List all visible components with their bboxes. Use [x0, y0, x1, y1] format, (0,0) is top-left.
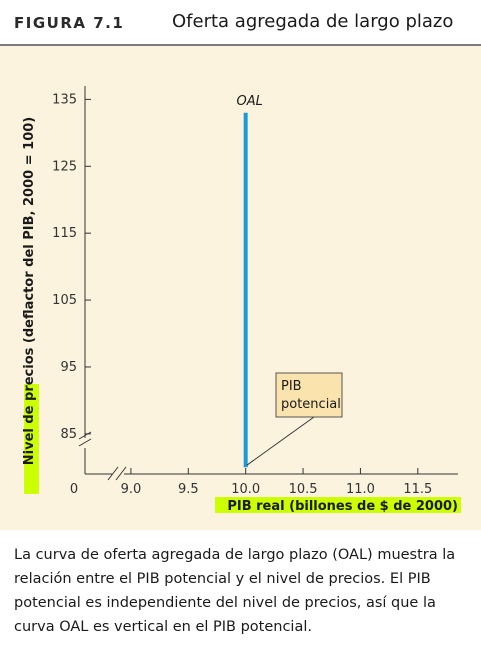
x-tick-label: 11.0 [346, 482, 375, 497]
y-axis-highlight [24, 384, 39, 494]
x-axis-highlight [215, 497, 461, 513]
caption-line-1: La curva de oferta agregada de largo pla… [14, 547, 456, 563]
oal-series-label: OAL [236, 94, 262, 109]
y-axis-break [78, 431, 92, 448]
y-axis-title-group: Nivel de precios (deflactor del PIB, 200… [22, 117, 39, 494]
callout-leader [246, 416, 315, 466]
x-tick-label: 9.5 [178, 482, 199, 497]
x-axis-title: PIB real (billones de $ de 2000) [227, 499, 458, 514]
y-tick-label: 135 [52, 92, 77, 107]
chart: Nivel de precios (deflactor del PIB, 200… [22, 86, 461, 514]
y-tick-label: 105 [52, 293, 77, 308]
figure-label: FIGURA 7.1 [14, 14, 125, 32]
callout-text: potencial [281, 397, 341, 412]
caption-line-4: curva OAL es vertical en el PIB potencia… [14, 619, 312, 635]
figure-title: Oferta agregada de largo plazo [172, 11, 454, 32]
y-tick-label: 125 [52, 159, 77, 174]
callout-text: PIB [281, 379, 302, 394]
figure-caption: La curva de oferta agregada de largo pla… [14, 543, 472, 639]
caption-line-3: potencial es independiente del nivel de … [14, 595, 436, 611]
x-tick-label: 10.5 [289, 482, 318, 497]
x-tick-label: 10.0 [231, 482, 260, 497]
y-tick-label: 95 [60, 360, 77, 375]
x-tick-label: 9.0 [121, 482, 142, 497]
caption-line-2: relación entre el PIB potencial y el niv… [14, 571, 431, 587]
callout-box [275, 372, 343, 418]
x-axis-break [107, 466, 127, 482]
y-tick-label: 115 [52, 226, 77, 241]
x-tick-label: 11.5 [403, 482, 432, 497]
figure-header: FIGURA 7.1 Oferta agregada de largo plaz… [0, 0, 481, 46]
y-axis-title: Nivel de precios (deflactor del PIB, 200… [22, 117, 37, 465]
y-tick-label: 85 [60, 427, 77, 442]
chart-panel: Nivel de precios (deflactor del PIB, 200… [0, 46, 481, 530]
origin-label: 0 [70, 482, 78, 497]
